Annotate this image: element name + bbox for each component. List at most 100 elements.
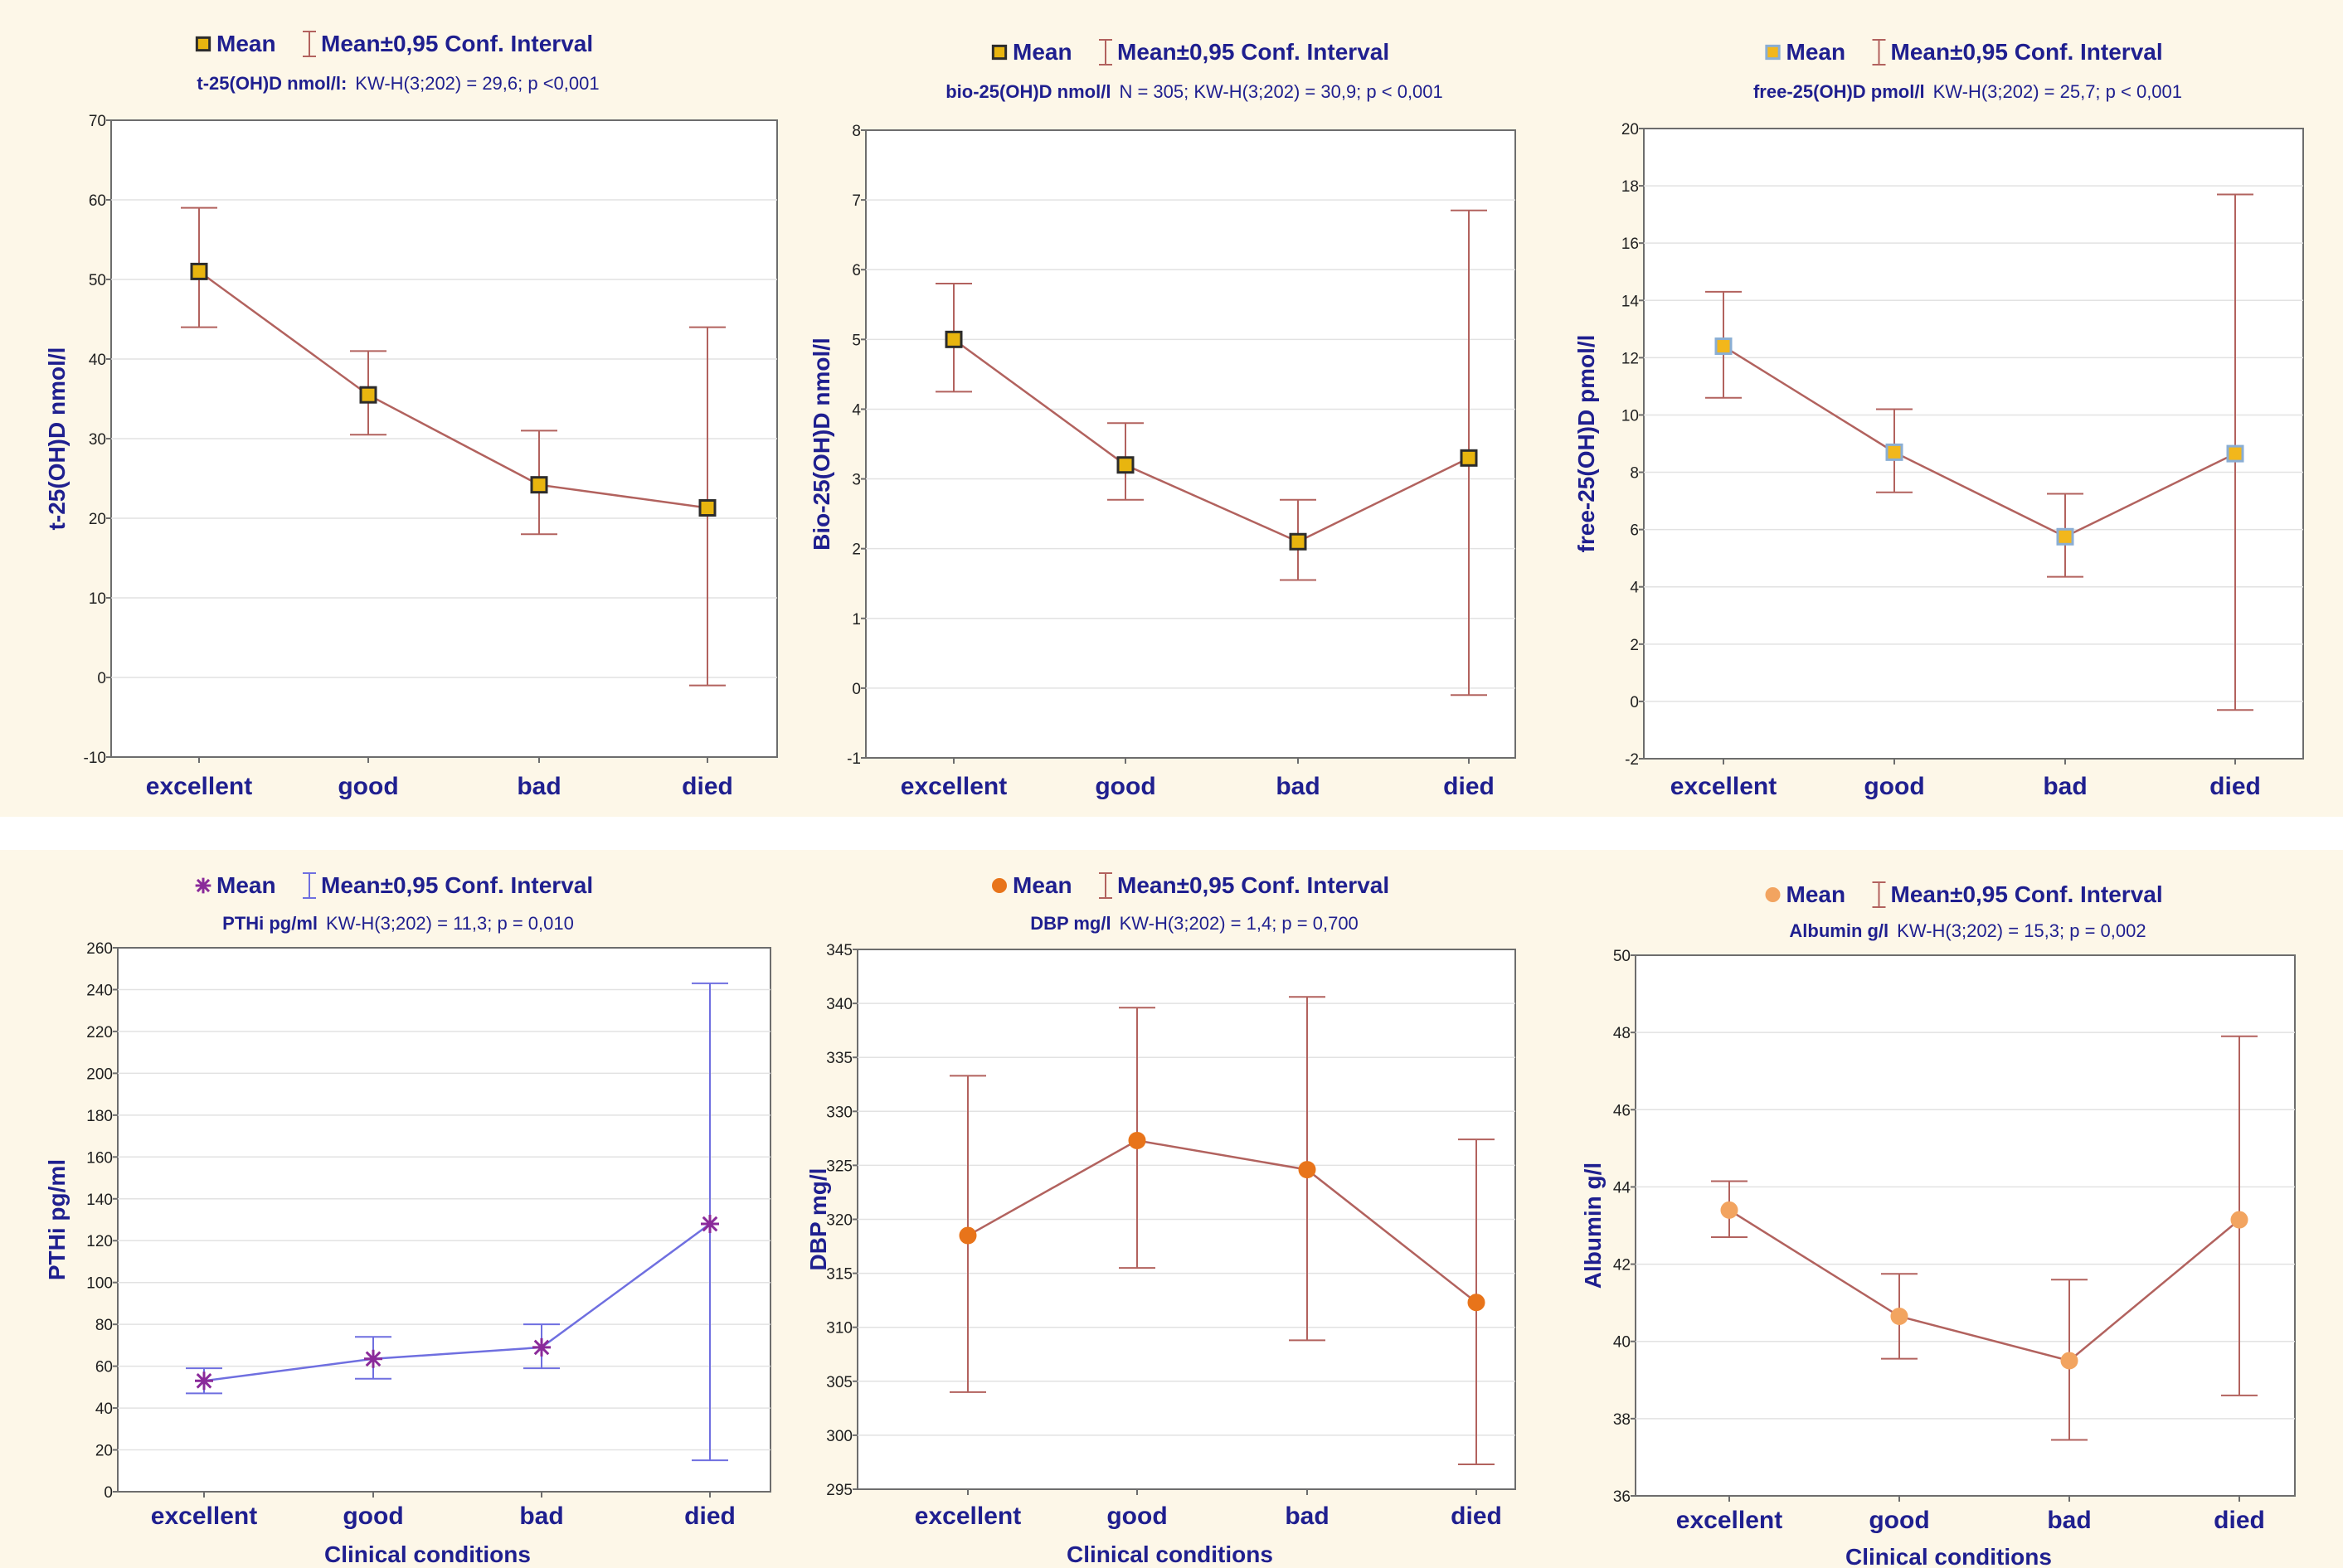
y-tick-label: 0 <box>104 1484 113 1502</box>
legend-mean-text: Mean <box>216 31 276 56</box>
y-tick-label: 0 <box>852 681 861 698</box>
y-tick-label: 335 <box>826 1050 853 1067</box>
y-tick-label: 7 <box>852 192 861 210</box>
chart-panel-5: 295 300 305 310 315 320 325 330 335 340 345 excelle… <box>796 850 1592 1568</box>
mean-point <box>364 1349 382 1368</box>
y-axis-label: t-25(OH)D nmol/l <box>44 347 70 531</box>
y-tick-label: 50 <box>89 272 106 289</box>
y-tick-label: 48 <box>1613 1025 1631 1042</box>
legend-mean-text: Mean <box>1786 881 1846 907</box>
y-tick-label: -2 <box>1625 751 1639 769</box>
y-tick-label: 345 <box>826 942 853 959</box>
y-tick-label: 310 <box>826 1320 853 1337</box>
y-axis-label: Bio-25(OH)D nmol/l <box>809 337 834 551</box>
legend-ci-text: Mean±0,95 Conf. Interval <box>1117 39 1389 65</box>
x-tick-label: good <box>1864 773 1924 800</box>
series-group <box>181 206 726 687</box>
y-tick-label: 40 <box>1613 1334 1631 1352</box>
y-tick-label: 50 <box>1613 948 1631 965</box>
x-tick-label: died <box>1451 1502 1502 1530</box>
mean-point <box>1890 1307 1908 1325</box>
y-tick-label: 8 <box>1630 465 1639 483</box>
x-tick-label: good <box>1095 773 1155 800</box>
y-tick-label: 60 <box>89 192 106 210</box>
x-tick-label: died <box>684 1502 736 1530</box>
plot-area <box>1643 128 2304 760</box>
y-tick-label: 160 <box>86 1149 113 1167</box>
x-tick-label: excellent <box>151 1502 257 1530</box>
y-axis-label: free-25(OH)D pmol/l <box>1573 335 1599 553</box>
y-tick-label: 320 <box>826 1212 853 1230</box>
stats-subtitle: free-25(OH)D pmol/l KW-H(3;202) = 25,7; p… <box>1753 81 2182 102</box>
y-axis-label: DBP mg/l <box>805 1168 831 1271</box>
legend: Mean Mean±0,95 Conf. Interval <box>991 39 1389 66</box>
x-tick-label: good <box>1106 1502 1167 1530</box>
mean-point <box>1714 337 1733 356</box>
stats-test: KW-H(3;202) = 15,3; p = 0,002 <box>1897 920 2146 941</box>
x-tick-label: bad <box>2043 773 2087 800</box>
y-tick-label: 6 <box>1630 522 1639 540</box>
legend-ci-text: Mean±0,95 Conf. Interval <box>321 31 593 56</box>
x-tick-label: excellent <box>915 1502 1021 1530</box>
stats-variable: free-25(OH)D pmol/l <box>1753 81 1925 102</box>
y-tick-label: 44 <box>1613 1179 1631 1197</box>
chart-panel-1: -10 0 10 20 30 40 50 60 70 excellent good bad died t-… <box>0 0 796 817</box>
y-tick-label: 0 <box>1630 694 1639 711</box>
series-group <box>186 982 728 1462</box>
y-tick-label: 6 <box>852 262 861 279</box>
x-axis-label: Clinical conditions <box>1845 1544 2052 1568</box>
stats-subtitle: PTHi pg/ml KW-H(3;202) = 11,3; p = 0,010 <box>222 913 574 934</box>
stats-test: KW-H(3;202) = 1,4; p = 0,700 <box>1120 913 1359 934</box>
mean-point <box>701 1215 719 1234</box>
x-tick-label: good <box>338 773 398 800</box>
mean-point <box>1885 443 1903 461</box>
legend-ci-text: Mean±0,95 Conf. Interval <box>1891 39 2163 65</box>
legend-mean-text: Mean <box>1013 872 1072 898</box>
y-tick-label: 260 <box>86 940 113 958</box>
x-tick-label: died <box>2214 1507 2265 1534</box>
stats-subtitle: Albumin g/l KW-H(3;202) = 15,3; p = 0,002 <box>1789 920 2146 941</box>
stats-variable: Albumin g/l <box>1789 920 1888 941</box>
legend-mean-marker <box>991 44 1008 61</box>
y-tick-label: 200 <box>86 1066 113 1083</box>
series-group <box>1711 1035 2258 1441</box>
mean-line <box>198 270 708 509</box>
stats-subtitle: DBP mg/l KW-H(3;202) = 1,4; p = 0,700 <box>1030 913 1359 934</box>
y-tick-label: 340 <box>826 996 853 1013</box>
y-tick-label: 330 <box>826 1104 853 1121</box>
legend-mean-marker <box>195 877 211 894</box>
y-tick-label: 70 <box>89 113 106 130</box>
mean-point <box>959 1226 977 1245</box>
mean-line <box>967 1139 1477 1303</box>
y-tick-label: 240 <box>86 982 113 999</box>
chart-panel-6: 36 38 40 42 44 46 48 50 excellent good bad died Albu… <box>1580 850 2343 1568</box>
series-group <box>936 209 1487 697</box>
y-tick-label: 100 <box>86 1275 113 1293</box>
y-tick-label: 30 <box>89 431 106 449</box>
mean-point <box>190 262 208 280</box>
stats-test: KW-H(3;202) = 29,6; p <0,001 <box>355 73 599 94</box>
chart-panel-2: -1 0 1 2 3 4 5 6 7 8 excellent good bad died Bio-25(OH… <box>796 0 1592 817</box>
mean-point <box>530 476 548 494</box>
y-tick-label: 18 <box>1621 178 1639 196</box>
y-tick-label: 10 <box>89 590 106 608</box>
x-tick-label: bad <box>1276 773 1320 800</box>
legend: Mean Mean±0,95 Conf. Interval <box>195 31 593 57</box>
y-tick-label: 4 <box>1630 580 1639 597</box>
mean-point <box>1467 1294 1485 1312</box>
y-tick-label: -1 <box>847 750 861 768</box>
legend: Mean Mean±0,95 Conf. Interval <box>992 872 1389 899</box>
y-tick-label: 300 <box>826 1428 853 1445</box>
y-tick-label: 0 <box>97 670 106 687</box>
plot-area <box>865 129 1516 759</box>
y-tick-label: 20 <box>1621 121 1639 138</box>
y-tick-label: 4 <box>852 401 861 419</box>
y-tick-label: 42 <box>1613 1257 1631 1274</box>
mean-point <box>1720 1201 1738 1219</box>
plot-area <box>1635 954 2296 1497</box>
mean-point <box>195 1371 213 1391</box>
stats-variable: t-25(OH)D nmol/l: <box>197 73 347 94</box>
stats-subtitle: bio-25(OH)D nmol/l N = 305; KW-H(3;202) =… <box>945 81 1443 102</box>
mean-point <box>2226 444 2244 463</box>
